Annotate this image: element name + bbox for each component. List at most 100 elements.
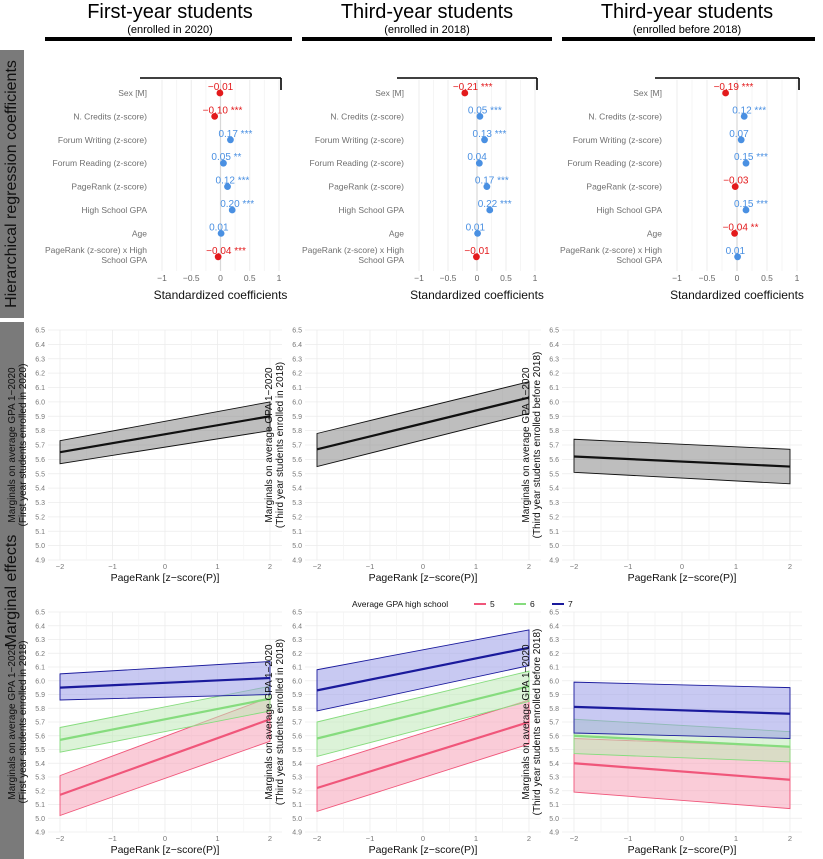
y-tick-label: 5.1: [292, 529, 302, 536]
series-line-7: [573, 705, 791, 715]
x-tick-label: 0: [163, 562, 167, 571]
y-axis-title-line: (Third year students enrolled before 201…: [532, 629, 543, 816]
confidence-band-7: [59, 661, 271, 701]
coefficient-point: [216, 89, 224, 97]
y-tick-label: 6.2: [35, 371, 45, 378]
coefficient-value-label: 0.01: [209, 222, 229, 233]
predictor-label: Age: [647, 228, 662, 238]
predictor-label: Sex [M]: [118, 88, 147, 98]
coefficient-value-label: −0.01: [464, 246, 490, 257]
y-tick-label: 5.7: [292, 720, 302, 727]
column-title-1: First-year students (enrolled in 2020): [45, 0, 295, 36]
y-tick-label: 5.3: [292, 775, 302, 782]
y-tick-label: 6.1: [292, 665, 302, 672]
y-tick-label: 5.1: [35, 802, 45, 809]
coefficient-value-label: −0.03: [723, 176, 749, 187]
column-subtitle-text: (enrolled before 2018): [632, 24, 742, 36]
y-tick-label: 6.3: [549, 356, 559, 363]
coefficient-point: [722, 89, 729, 97]
coefficient-point: [742, 206, 750, 214]
x-tick-label: 1: [474, 834, 478, 843]
predictor-label: N. Credits (z-score): [330, 111, 404, 121]
coefficients-side-label: Hierarchical regression coefficients: [0, 50, 24, 318]
y-tick-label: 6.3: [35, 637, 45, 644]
column-title-text: Third-year students: [340, 1, 514, 23]
y-axis-title-line: Marginals on average GPA 1−2020: [521, 644, 532, 800]
y-tick-label: 6.5: [292, 328, 302, 335]
y-tick-label: 6.5: [35, 328, 45, 335]
coefficients-third-year-2018-plot: Sex [M] −0.21 *** N. Credits (z-score) 0.05…: [302, 77, 544, 302]
y-tick-label: 5.8: [549, 428, 559, 435]
y-tick-label: 5.8: [292, 706, 302, 713]
predictor-label: Forum Reading (z-score): [53, 158, 148, 168]
y-tick-label: 5.4: [549, 761, 559, 768]
predictor-label: High School GPA: [338, 205, 404, 215]
y-tick-label: 5.4: [35, 761, 45, 768]
x-tick-label: −1: [672, 273, 682, 283]
x-axis-title: Standardized coefficients: [154, 288, 288, 302]
y-axis-title: Marginals on average GPA 1−2020(Third ye…: [264, 362, 286, 528]
predictor-label: PageRank (z-score): [71, 182, 147, 192]
predictor-label: N. Credits (z-score): [588, 111, 662, 121]
predictor-label: Forum Reading (z-score): [310, 158, 405, 168]
marginal-third-year-before-2018-plot: 4.9 5.0 5.1 5.2 5.3 5.4 5.5 5.6 5.7 5.8 5.9 6.0 6.1 6…: [521, 328, 802, 584]
x-tick-label: −1: [414, 273, 424, 283]
y-tick-label: 6.2: [549, 371, 559, 378]
y-tick-label: 5.5: [549, 747, 559, 754]
y-tick-label: 5.0: [292, 543, 302, 550]
x-tick-label: −1: [108, 562, 117, 571]
y-tick-label: 5.8: [549, 706, 559, 713]
y-tick-label: 6.0: [292, 399, 302, 406]
x-tick-label: 2: [268, 834, 272, 843]
x-axis-title: PageRank [z−score(P)]: [369, 572, 478, 584]
series-line-6: [316, 685, 530, 740]
predictor-label: Age: [389, 228, 404, 238]
predictor-label: High School GPA: [81, 205, 147, 215]
y-tick-label: 5.9: [35, 692, 45, 699]
y-tick-label: 5.5: [292, 747, 302, 754]
series-line-overall: [316, 396, 530, 451]
y-tick-label: 5.2: [35, 788, 45, 795]
x-tick-label: 1: [795, 273, 800, 283]
predictor-label-line: PageRank (z-score) x High: [302, 245, 404, 255]
x-axis-title: PageRank [z−score(P)]: [628, 844, 737, 856]
series-line-6: [59, 697, 271, 741]
x-tick-label: 1: [474, 562, 478, 571]
y-tick-label: 5.1: [549, 529, 559, 536]
y-tick-label: 6.2: [549, 651, 559, 658]
x-tick-label: 0: [680, 834, 684, 843]
coefficient-value-label: 0.15 ***: [734, 199, 768, 210]
y-tick-label: 5.6: [549, 457, 559, 464]
y-tick-label: 5.9: [549, 692, 559, 699]
column-title-3: Third-year students (enrolled before 201…: [562, 0, 812, 36]
predictor-label: PageRank (z-score): [586, 182, 662, 192]
x-tick-label: 1: [734, 834, 738, 843]
series-line-5: [316, 720, 530, 790]
coefficient-value-label: −0.04 ***: [206, 246, 246, 257]
coefficient-point: [228, 206, 236, 214]
coefficient-value-label: 0.05 ***: [468, 105, 502, 116]
coefficient-point: [740, 113, 748, 120]
interaction-first-year-plot: 4.9 5.0 5.1 5.2 5.3 5.4 5.5 5.6 5.7 5.8 5.9 6.0 6.1 6…: [7, 610, 282, 856]
x-axis-title: PageRank [z−score(P)]: [628, 572, 737, 584]
coefficient-point: [737, 136, 745, 144]
y-axis-title: Marginals on average GPA 1−2020(First ye…: [7, 364, 29, 527]
marginal-first-year-plot: 4.9 5.0 5.1 5.2 5.3 5.4 5.5 5.6 5.7 5.8 5.9 6.0 6.1 6…: [7, 328, 282, 584]
x-tick-label: 0: [475, 273, 480, 283]
coefficient-point: [214, 253, 222, 261]
x-axis-title: PageRank [z−score(P)]: [111, 844, 220, 856]
coefficient-value-label: −0.19 ***: [714, 82, 754, 93]
series-line-5: [573, 762, 791, 781]
y-tick-label: 5.0: [549, 543, 559, 550]
coefficient-value-label: 0.12 ***: [216, 176, 250, 187]
y-tick-label: 5.5: [292, 471, 302, 478]
y-tick-label: 6.0: [35, 399, 45, 406]
y-tick-label: 5.1: [549, 802, 559, 809]
predictor-label: Sex [M]: [375, 88, 404, 98]
coefficient-value-label: 0.17 ***: [475, 176, 509, 187]
y-tick-label: 4.9: [549, 830, 559, 837]
coefficient-point: [224, 183, 231, 191]
y-tick-label: 5.9: [292, 414, 302, 421]
x-tick-label: 0.5: [244, 273, 256, 283]
coefficient-value-label: −0.01: [208, 82, 234, 93]
